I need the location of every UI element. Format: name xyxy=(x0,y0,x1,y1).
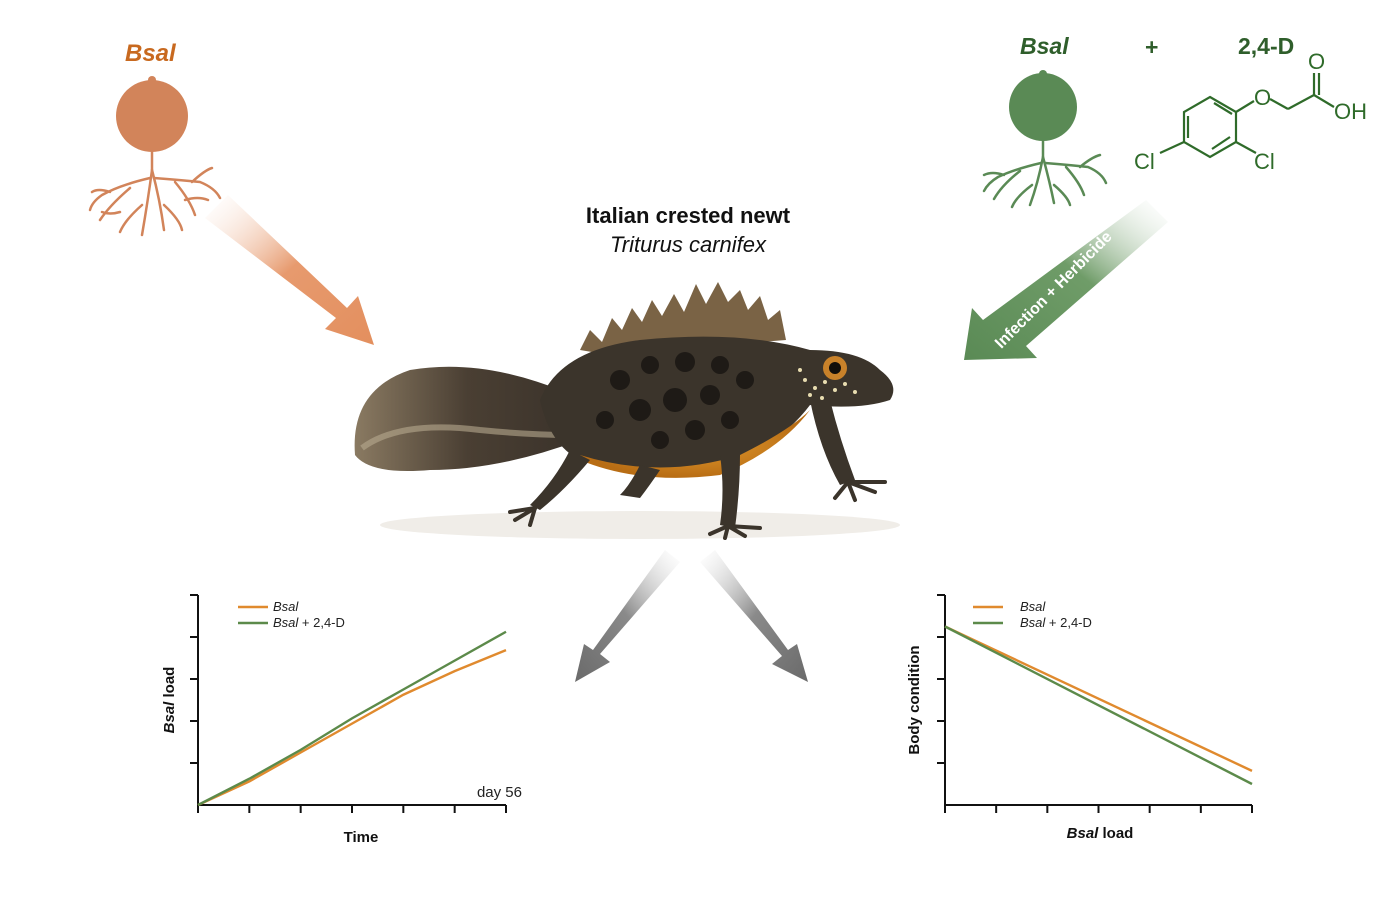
newt-common-name: Italian crested newt xyxy=(585,203,791,228)
herbicide-label: 2,4-D xyxy=(1238,33,1295,59)
newt-scientific-name: Triturus carnifex xyxy=(609,232,767,257)
y-axis-label-body-condition: Body condition xyxy=(906,645,923,754)
molecule-chlorine-left: Cl xyxy=(1134,149,1155,174)
plus-sign: + xyxy=(1145,34,1159,60)
molecule-chlorine-right: Cl xyxy=(1254,149,1275,174)
series-line-1 xyxy=(944,625,1253,786)
x-axis-label-bsal-load: Bsal load xyxy=(1067,825,1134,842)
legend-label-bsal-2: Bsal xyxy=(1020,599,1046,614)
legend-label-bsal-24d: Bsal + 2,4-D xyxy=(273,615,345,630)
left-bsal-label: Bsal xyxy=(125,40,176,67)
molecule-hydroxyl: OH xyxy=(1334,99,1367,124)
legend-label-bsal-24d-2: Bsal + 2,4-D xyxy=(1020,615,1092,630)
right-bsal-label: Bsal xyxy=(1020,33,1069,59)
bsal-load-chart: Bsal Bsal + 2,4-D day 56 Time Bsal load xyxy=(161,594,522,846)
molecule-ether-oxygen: O xyxy=(1254,85,1271,110)
legend-label-bsal: Bsal xyxy=(273,599,299,614)
left-bsal-fungus-icon xyxy=(88,76,374,345)
right-bsal-fungus-icon xyxy=(982,70,1108,209)
y-axis-label-bsal-load: Bsal load xyxy=(161,667,178,734)
arrow-to-condition-chart xyxy=(700,550,808,682)
day-56-annotation: day 56 xyxy=(477,784,522,801)
herbicide-molecule-diagram: O O OH Cl Cl xyxy=(1134,49,1367,174)
body-condition-chart: Bsal Bsal + 2,4-D Bsal load Body conditi… xyxy=(906,594,1253,842)
series-line-1 xyxy=(197,630,507,807)
infection-arrow xyxy=(205,195,374,345)
newt-illustration xyxy=(354,282,900,540)
arrow-to-load-chart xyxy=(575,550,680,682)
molecule-carbonyl-oxygen: O xyxy=(1308,49,1325,74)
x-axis-label-time: Time xyxy=(344,829,379,846)
output-arrows xyxy=(575,550,808,682)
series-line-0 xyxy=(197,649,507,807)
infection-herbicide-arrow xyxy=(964,200,1168,360)
series-line-0 xyxy=(944,625,1253,772)
